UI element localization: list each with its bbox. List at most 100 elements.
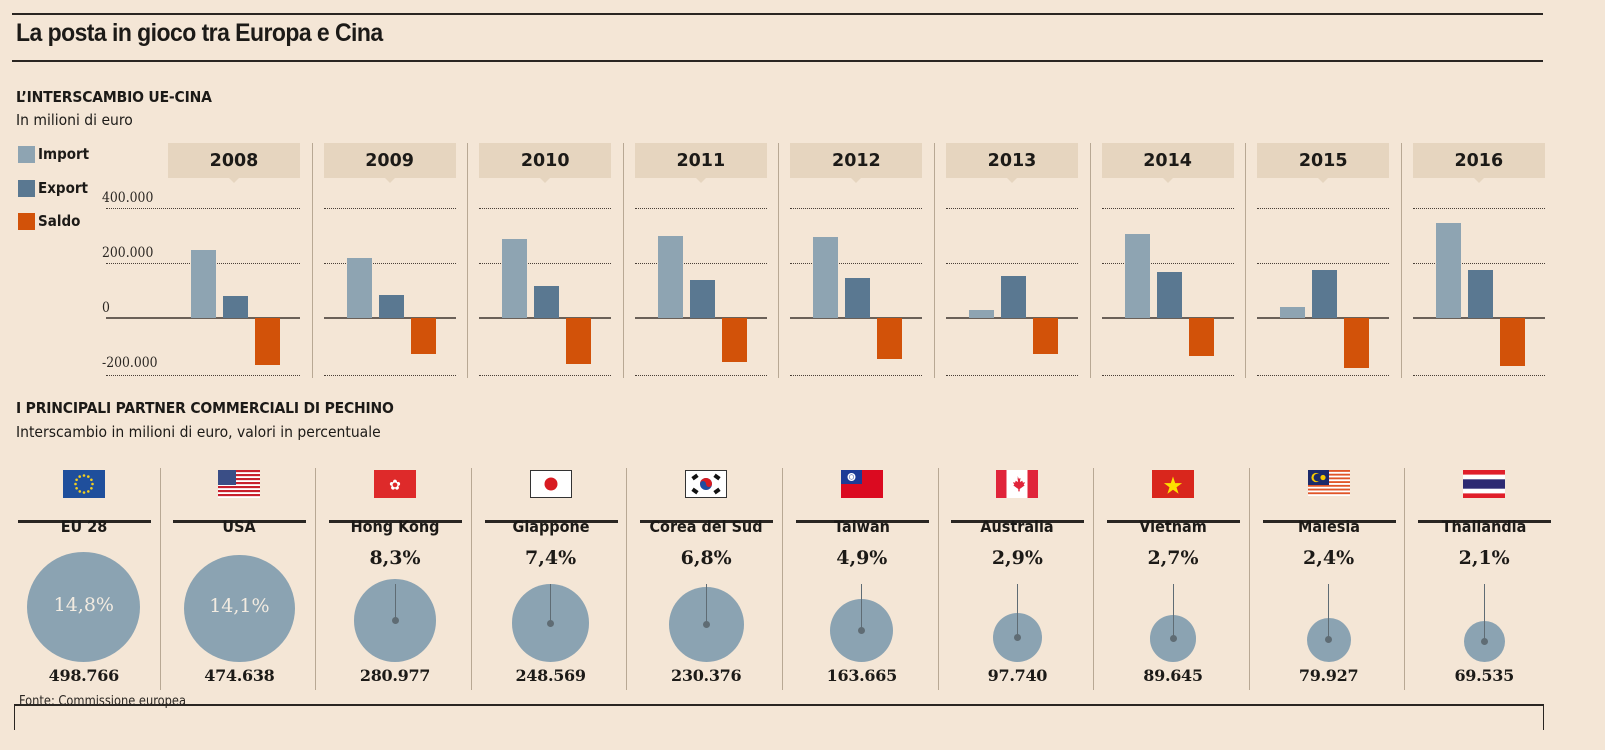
bar-saldo-2010 xyxy=(566,318,592,365)
vietnam-flag-icon xyxy=(1152,470,1194,498)
legend-label: Export xyxy=(38,179,88,197)
zero-axis-line xyxy=(479,317,612,319)
legend-saldo: Saldo xyxy=(18,211,85,231)
country-name: Hong Kong xyxy=(350,517,440,536)
leader-line xyxy=(394,584,396,621)
gridline xyxy=(1412,263,1545,264)
trade-value: 97.740 xyxy=(987,666,1048,685)
bar-export-2010 xyxy=(534,286,560,318)
bar-import-2016 xyxy=(1435,222,1461,318)
bar-saldo-2008 xyxy=(255,318,280,366)
year-label: 2011 xyxy=(634,143,767,183)
trade-value: 69.535 xyxy=(1454,666,1514,685)
column-divider xyxy=(315,468,317,690)
gridline xyxy=(790,375,923,376)
footer-left-border xyxy=(14,704,15,730)
bubble-center-dot xyxy=(1013,634,1021,642)
bar-saldo-2015 xyxy=(1344,318,1370,368)
column-divider xyxy=(1093,468,1095,690)
column-divider xyxy=(1248,468,1250,690)
bubble-center-dot xyxy=(1480,637,1488,645)
percent-label: 2,1% xyxy=(1458,547,1510,569)
column-divider xyxy=(470,468,472,690)
year-label: 2013 xyxy=(946,143,1078,183)
footer-right-border xyxy=(1543,704,1544,730)
legend-import: Import xyxy=(18,144,95,164)
year-label: 2016 xyxy=(1412,143,1545,183)
export-swatch xyxy=(18,179,35,197)
thailand-flag-icon xyxy=(1463,470,1506,498)
column-divider xyxy=(1404,468,1406,690)
zero-axis-line xyxy=(634,317,767,319)
country-rule xyxy=(329,520,462,523)
bar-saldo-2016 xyxy=(1499,318,1525,366)
bar-import-2010 xyxy=(502,239,528,318)
percent-label: 7,4% xyxy=(525,547,577,569)
gridline xyxy=(479,375,612,376)
bar-import-2009 xyxy=(346,257,372,318)
country-rule xyxy=(640,520,774,523)
percent-label: 14,1% xyxy=(209,595,270,618)
taiwan-flag-icon xyxy=(840,470,883,498)
percent-label: 14,8% xyxy=(53,594,114,616)
country-rule xyxy=(484,520,618,523)
gridline xyxy=(1101,208,1234,209)
percent-label: 2,9% xyxy=(991,547,1043,569)
percent-label: 2,7% xyxy=(1147,547,1199,569)
legend-label: Saldo xyxy=(38,212,81,230)
bar-export-2015 xyxy=(1312,270,1338,318)
column-divider xyxy=(934,143,935,378)
country-name: Vietnam xyxy=(1139,517,1207,536)
bubble-usa xyxy=(184,554,295,662)
eu-flag-icon xyxy=(62,470,105,498)
column-divider xyxy=(626,468,628,690)
zero-axis-line xyxy=(1101,317,1234,319)
year-label: 2014 xyxy=(1101,143,1234,183)
year-label: 2010 xyxy=(479,143,612,183)
column-divider xyxy=(159,468,161,690)
gridline xyxy=(790,263,923,264)
country-name: Corea del Sud xyxy=(649,517,763,536)
gridline xyxy=(323,208,456,209)
gridline xyxy=(634,208,767,209)
zero-axis-line xyxy=(1257,317,1390,319)
leader-line xyxy=(1483,584,1485,642)
source-note: Fonte: Commissione europea xyxy=(19,694,186,709)
bar-export-2014 xyxy=(1156,272,1182,318)
column-divider xyxy=(1400,143,1402,378)
column-divider xyxy=(778,143,780,378)
gridline xyxy=(946,263,1078,264)
y-tick-label: -200.000 xyxy=(102,355,158,371)
trade-value: 248.569 xyxy=(515,666,586,685)
bar-export-2013 xyxy=(1001,276,1026,318)
country-name: Giappone xyxy=(512,517,590,536)
partners-section-subtitle: Interscambio in milioni di euro, valori … xyxy=(16,423,381,441)
bar-saldo-2011 xyxy=(721,318,747,362)
country-name: Australia xyxy=(980,517,1055,536)
trade-value: 280.977 xyxy=(359,666,431,685)
column-divider xyxy=(937,468,939,690)
zero-axis-line xyxy=(790,317,923,319)
trade-value: 163.665 xyxy=(826,666,898,685)
trade-value: 474.638 xyxy=(204,666,275,685)
trade-value: 230.376 xyxy=(671,666,742,685)
bubble-center-dot xyxy=(702,621,710,629)
gridline xyxy=(106,208,300,209)
trade-value: 498.766 xyxy=(48,666,120,685)
bar-export-2009 xyxy=(378,294,404,318)
column-divider xyxy=(622,143,624,378)
usa-flag-icon xyxy=(218,470,261,498)
gridline xyxy=(1257,375,1390,376)
zero-axis-line xyxy=(1412,317,1545,319)
gridline xyxy=(634,263,767,264)
column-divider xyxy=(782,468,783,690)
bar-saldo-2014 xyxy=(1188,318,1214,356)
bubble-center-dot xyxy=(858,626,866,634)
legend-export: Export xyxy=(18,178,94,198)
leader-line xyxy=(1328,584,1330,640)
bar-saldo-2009 xyxy=(410,318,436,354)
footer-rule xyxy=(14,704,1544,706)
bar-saldo-2012 xyxy=(877,318,903,359)
gridline xyxy=(479,208,612,209)
south-korea-flag-icon xyxy=(685,470,728,498)
